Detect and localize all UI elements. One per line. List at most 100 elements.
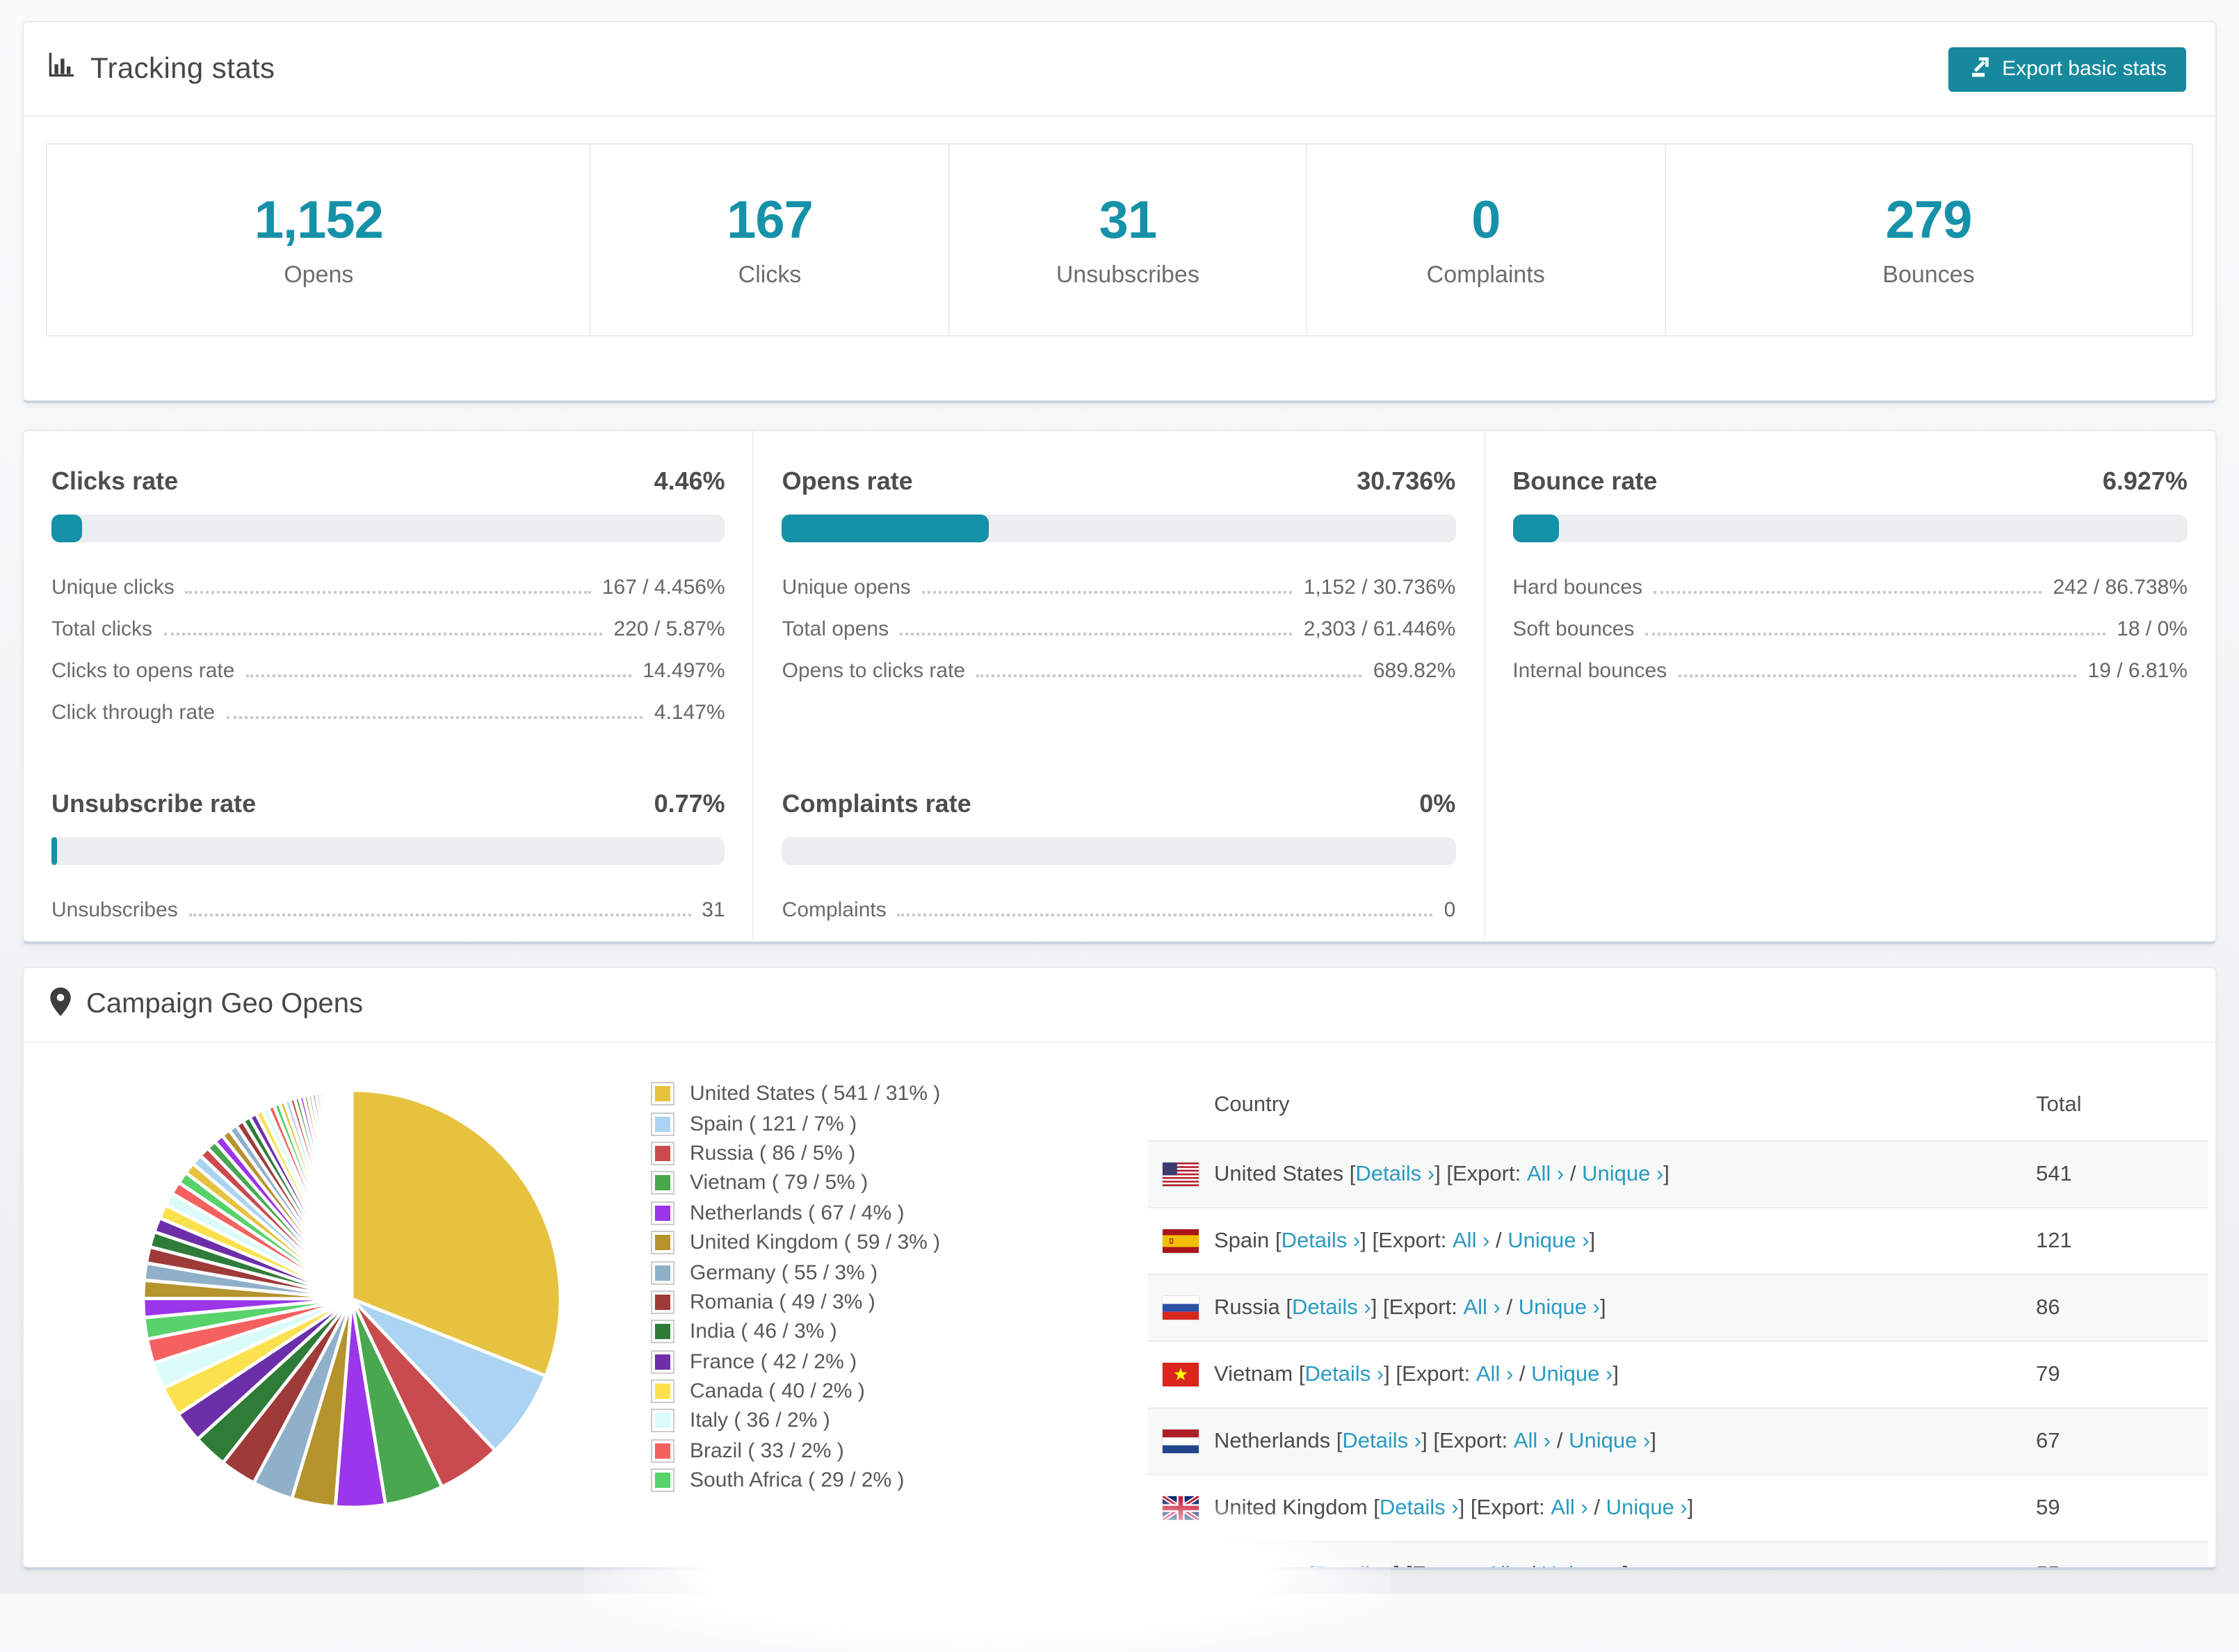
metric-value: 31 (702, 898, 725, 922)
pie-slice[interactable] (348, 1088, 354, 1301)
country-total: 79 (2036, 1362, 2060, 1386)
geo-table-row: United Kingdom [Details ›] [Export: All … (1147, 1474, 2208, 1541)
tracking-stats-header: Tracking stats Export basic stats (24, 22, 2215, 117)
metric-value: 0 (1444, 898, 1456, 922)
rate-progress-track (782, 837, 1456, 865)
export-basic-stats-button[interactable]: Export basic stats (1948, 47, 2186, 91)
metric-row: Unique opens 1,152 / 30.736% (782, 576, 1456, 599)
legend-label: Netherlands ( 67 / 4% ) (690, 1201, 905, 1225)
export-unique-link[interactable]: Unique › (1531, 1362, 1613, 1386)
details-link[interactable]: Details › (1342, 1429, 1422, 1452)
country-name: Netherlands (1214, 1429, 1331, 1452)
country-flag-icon (1147, 1563, 1214, 1567)
country-total: 59 (2036, 1496, 2060, 1519)
metric-value: 2,303 / 61.446% (1303, 617, 1456, 641)
rate-card: Unsubscribe rate 0.77% Unsubscribes 31 (24, 743, 754, 940)
country-name: Germany (1214, 1562, 1303, 1567)
metric-label: Unique opens (782, 576, 911, 599)
page: Tracking stats Export basic stats 1,152 … (22, 21, 2217, 1652)
metric-value: 18 / 0% (2117, 617, 2188, 641)
geo-pie-legend: United States ( 541 / 31% ) Spain ( 121 … (651, 1079, 940, 1496)
export-all-link[interactable]: All › (1551, 1496, 1588, 1519)
metric-value: 242 / 86.738% (2053, 576, 2188, 599)
legend-swatch (651, 1201, 674, 1225)
legend-swatch (651, 1379, 674, 1404)
geo-table-row: Germany [Details ›] [Export: All › / Uni… (1147, 1541, 2208, 1567)
details-link[interactable]: Details › (1379, 1496, 1459, 1519)
metric-label: Click through rate (51, 701, 216, 724)
country-total: 86 (2036, 1295, 2060, 1319)
rate-rows: Complaints 0 (782, 898, 1456, 922)
metric-row: Opens to clicks rate 689.82% (782, 659, 1456, 683)
legend-swatch (651, 1320, 674, 1344)
metric-label: Unsubscribes (51, 898, 178, 922)
geo-pie-chart[interactable] (118, 1065, 585, 1532)
legend-swatch (651, 1231, 674, 1255)
export-unique-link[interactable]: Unique › (1541, 1562, 1622, 1567)
dotted-leader (188, 914, 691, 916)
legend-item: United Kingdom ( 59 / 3% ) (651, 1228, 940, 1258)
stat-label: Bounces (1882, 261, 1975, 287)
legend-swatch (651, 1439, 674, 1463)
metric-row: Hard bounces 242 / 86.738% (1512, 576, 2188, 599)
summary-stats: 1,152 Opens 167 Clicks 31 Unsubscribes 0… (46, 143, 2193, 337)
legend-label: Vietnam ( 79 / 5% ) (690, 1171, 868, 1195)
export-unique-link[interactable]: Unique › (1508, 1229, 1590, 1252)
legend-item: France ( 42 / 2% ) (651, 1347, 940, 1377)
details-link[interactable]: Details › (1355, 1162, 1435, 1185)
dotted-leader (163, 633, 603, 635)
details-link[interactable]: Details › (1304, 1362, 1384, 1386)
export-all-link[interactable]: All › (1526, 1162, 1565, 1185)
summary-stat-box: 0 Complaints (1307, 145, 1666, 335)
legend-swatch (651, 1141, 674, 1165)
legend-label: United States ( 541 / 31% ) (690, 1082, 941, 1106)
stat-value: 0 (1471, 191, 1501, 250)
rate-bar-fill (51, 515, 82, 542)
rate-value: 4.46% (654, 467, 725, 495)
stat-label: Complaints (1426, 261, 1545, 287)
column-header-total: Total (2036, 1093, 2082, 1117)
export-all-link[interactable]: All › (1486, 1562, 1523, 1567)
export-unique-link[interactable]: Unique › (1518, 1295, 1600, 1319)
metric-row: Unsubscribes 31 (51, 898, 725, 922)
export-all-link[interactable]: All › (1453, 1229, 1490, 1252)
metric-value: 167 / 4.456% (601, 576, 725, 599)
legend-swatch (651, 1261, 674, 1285)
export-button-label: Export basic stats (2002, 57, 2167, 81)
legend-item: Italy ( 36 / 2% ) (651, 1407, 940, 1436)
legend-swatch (651, 1082, 674, 1106)
geo-opens-card: Campaign Geo Opens United States ( 541 /… (22, 966, 2217, 1570)
metric-label: Unique clicks (51, 576, 175, 599)
map-pin-icon (49, 985, 72, 1024)
stat-value: 279 (1885, 191, 1973, 250)
export-all-link[interactable]: All › (1476, 1362, 1514, 1386)
dotted-leader (185, 591, 591, 594)
dotted-leader (226, 716, 643, 719)
rates-card: Clicks rate 4.46% Unique clicks 167 / 4.… (22, 430, 2217, 944)
pie-slice[interactable] (350, 1297, 548, 1452)
legend-label: Germany ( 55 / 3% ) (690, 1261, 878, 1285)
column-header-country: Country (1214, 1093, 1290, 1117)
rate-bar-fill (1512, 515, 1560, 542)
rate-rows: Hard bounces 242 / 86.738% Soft bounces … (1512, 576, 2188, 683)
geo-table-body: United States [Details ›] [Export: All ›… (1147, 1140, 2208, 1567)
details-link[interactable]: Details › (1281, 1229, 1361, 1252)
country-flag-icon (1147, 1163, 1214, 1186)
details-link[interactable]: Details › (1292, 1295, 1371, 1319)
geo-opens-body: United States ( 541 / 31% ) Spain ( 121 … (24, 1043, 2215, 1567)
summary-stat-box: 279 Bounces (1665, 145, 2192, 335)
rate-title: Bounce rate (1512, 467, 1658, 495)
export-all-link[interactable]: All › (1463, 1295, 1501, 1319)
legend-item: Germany ( 55 / 3% ) (651, 1258, 940, 1288)
export-unique-link[interactable]: Unique › (1606, 1496, 1688, 1519)
export-all-link[interactable]: All › (1513, 1429, 1551, 1452)
metric-label: Soft bounces (1512, 617, 1635, 641)
export-unique-link[interactable]: Unique › (1569, 1429, 1651, 1452)
pie-slice[interactable] (350, 1088, 563, 1378)
dotted-leader (1645, 633, 2106, 635)
export-unique-link[interactable]: Unique › (1582, 1162, 1664, 1185)
dotted-leader (976, 674, 1362, 677)
details-link[interactable]: Details › (1315, 1562, 1394, 1567)
legend-label: United Kingdom ( 59 / 3% ) (690, 1231, 941, 1255)
legend-item: Brazil ( 33 / 2% ) (651, 1436, 940, 1466)
